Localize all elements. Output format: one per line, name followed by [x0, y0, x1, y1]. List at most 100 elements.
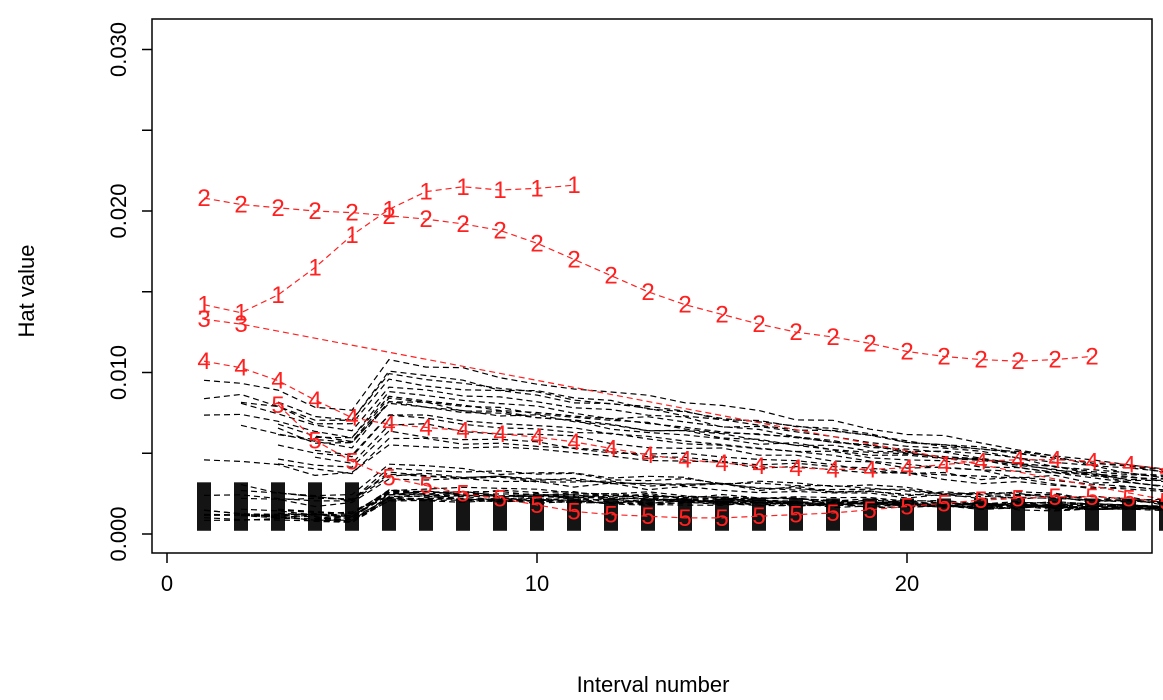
baseline-cluster-6 [382, 498, 396, 531]
background-series-line-36 [314, 423, 1163, 488]
series-5-point-5: 5 [419, 473, 432, 500]
dense-bars-layer [197, 482, 1163, 531]
baseline-cluster-22 [974, 498, 988, 531]
series-2-point-24: 2 [1048, 347, 1061, 374]
baseline-cluster-12 [604, 498, 618, 531]
series-4-point-13: 4 [641, 442, 654, 469]
baseline-cluster-11 [567, 498, 581, 531]
series-2-point-10: 2 [530, 230, 543, 257]
plot-frame [151, 18, 1153, 554]
background-series-line-34 [240, 400, 1163, 480]
series-2-point-16: 2 [752, 311, 765, 338]
series-5-point-11: 5 [641, 503, 654, 530]
series-4-point-14: 4 [678, 447, 691, 474]
series-5-point-17: 5 [863, 497, 876, 524]
baseline-cluster-14 [678, 498, 692, 531]
series-line-5 [277, 404, 1163, 519]
background-series-line-21 [277, 401, 1163, 481]
series-5-point-6: 5 [456, 481, 469, 508]
series-5-point-24: 5 [1122, 485, 1135, 512]
baseline-cluster-4 [308, 482, 322, 531]
series-line-4 [203, 360, 1163, 470]
series-5-point-23: 5 [1085, 484, 1098, 511]
series-4-point-8: 4 [456, 418, 469, 445]
series-4-point-2: 4 [234, 355, 247, 382]
background-series-line-25 [203, 390, 1163, 479]
series-4-point-3: 4 [271, 368, 284, 395]
baseline-cluster-13 [641, 498, 655, 531]
baseline-cluster-23 [1011, 498, 1025, 531]
series-2-point-13: 2 [641, 279, 654, 306]
series-4-point-22: 4 [974, 448, 987, 475]
y-tick-label-0: 0.000 [106, 506, 131, 561]
series-2-point-3: 2 [271, 195, 284, 222]
background-series-line-23 [240, 386, 1163, 476]
baseline-cluster-15 [715, 498, 729, 531]
baseline-cluster-2 [234, 482, 248, 531]
series-5-point-14: 5 [752, 503, 765, 530]
background-series-line-10 [277, 414, 1163, 487]
background-series-line-37 [314, 414, 1163, 487]
series-1-point-8: 1 [456, 174, 469, 201]
series-4-point-9: 4 [493, 421, 506, 448]
series-4-point-7: 4 [419, 414, 432, 441]
series-4-point-17: 4 [789, 455, 802, 482]
x-axis-title: Interval number [577, 672, 730, 697]
series-5-point-20: 5 [974, 487, 987, 514]
series-4-point-24: 4 [1048, 447, 1061, 474]
series-5-point-2: 5 [308, 427, 321, 454]
series-5-point-1: 5 [271, 392, 284, 419]
series-2-point-6: 2 [382, 203, 395, 230]
baseline-cluster-26 [1122, 498, 1136, 531]
baseline-cluster-5 [345, 482, 359, 531]
background-series-line-39 [203, 495, 1163, 523]
background-series-line-14 [277, 397, 1163, 477]
series-4-point-16: 4 [752, 453, 765, 480]
baseline-cluster-7 [419, 498, 433, 531]
series-2-point-25: 2 [1085, 343, 1098, 370]
series-4-point-26: 4 [1122, 452, 1135, 479]
series-4-point-19: 4 [863, 456, 876, 483]
series-4-point-11: 4 [567, 429, 580, 456]
series-1-point-11: 1 [567, 172, 580, 199]
highlight-lines-layer [203, 184, 1163, 519]
series-4-point-21: 4 [937, 452, 950, 479]
series-4-point-10: 4 [530, 424, 543, 451]
series-1-point-2: 1 [234, 300, 247, 327]
y-tick-label-6: 0.030 [106, 22, 131, 77]
series-1-point-4: 1 [308, 255, 321, 282]
background-series-line-9 [240, 378, 1163, 473]
background-series-line-26 [314, 495, 1163, 522]
series-1-point-6: 1 [382, 196, 395, 223]
x-tick-label-10: 10 [525, 571, 549, 596]
series-2-point-14: 2 [678, 292, 691, 319]
series-2-point-19: 2 [863, 330, 876, 357]
background-series-line-22 [277, 467, 1163, 504]
y-tick-label-2: 0.010 [106, 345, 131, 400]
series-4-point-20: 4 [900, 455, 913, 482]
series-2-point-4: 2 [308, 198, 321, 225]
x-tick-label-20: 20 [895, 571, 919, 596]
series-2-point-22: 2 [974, 347, 987, 374]
series-5-point-8: 5 [530, 492, 543, 519]
series-4-point-12: 4 [604, 435, 617, 462]
series-4-point-27: 4 [1159, 456, 1163, 483]
series-5-point-22: 5 [1048, 484, 1061, 511]
series-2-point-2: 2 [234, 192, 247, 219]
series-5-point-18: 5 [900, 494, 913, 521]
background-series-line-11 [203, 444, 1163, 492]
series-4-point-18: 4 [826, 456, 839, 483]
background-series-line-27 [203, 358, 1163, 470]
series-5-point-12: 5 [678, 505, 691, 532]
series-1-point-9: 1 [493, 177, 506, 204]
series-5-point-21: 5 [1011, 485, 1024, 512]
series-2-point-15: 2 [715, 301, 728, 328]
series-2-point-1: 2 [197, 185, 210, 212]
series-4-point-23: 4 [1011, 447, 1024, 474]
series-2-point-8: 2 [456, 211, 469, 238]
baseline-cluster-3 [271, 482, 285, 531]
series-2-point-18: 2 [826, 324, 839, 351]
series-5-point-16: 5 [826, 500, 839, 527]
series-5-point-13: 5 [715, 505, 728, 532]
